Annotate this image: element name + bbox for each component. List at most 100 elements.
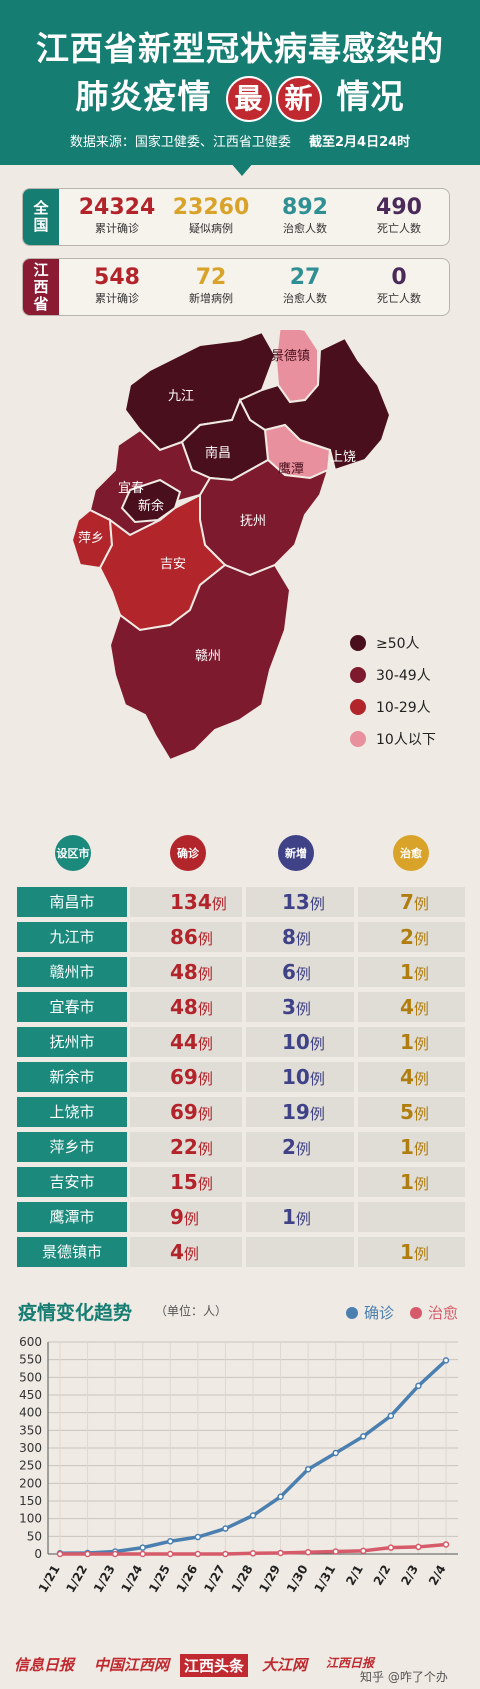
stat-label: 治愈人数 xyxy=(283,292,327,305)
province-stat-deaths: 0 死亡人数 xyxy=(353,265,445,307)
cell-unit: 例 xyxy=(413,1105,429,1123)
cell-confirmed: 4例 xyxy=(130,1237,242,1267)
y-tick-label: 250 xyxy=(19,1459,42,1473)
data-point-cured xyxy=(249,1550,257,1557)
cell-number: 1 xyxy=(400,1030,414,1054)
y-tick-label: 350 xyxy=(19,1423,42,1437)
y-tick-label: 400 xyxy=(19,1406,42,1420)
map-svg: 九江 景德镇 南昌 上饶 鹰潭 宜春 新余 抚州 萍乡 吉安 赣州 xyxy=(70,323,392,762)
title-badge-2: 新 xyxy=(276,75,322,122)
cell-number: 69 xyxy=(170,1100,198,1124)
cell-unit: 例 xyxy=(295,965,311,983)
map-label-pingxiang: 萍乡 xyxy=(78,531,104,546)
logo-jiangxi-toutiao: 江西头条 xyxy=(180,1654,249,1677)
data-point-confirmed xyxy=(277,1493,284,1501)
x-tick-label: 1/30 xyxy=(284,1563,311,1595)
table-row: 鹰潭市 9例 1例 xyxy=(17,1202,465,1232)
cell-unit: 例 xyxy=(309,1105,325,1123)
cell-city: 赣州市 xyxy=(17,957,127,987)
cell-unit: 例 xyxy=(413,1035,429,1053)
stat-label: 新增病例 xyxy=(189,292,233,305)
data-point-cured xyxy=(415,1543,422,1551)
x-tick-label: 1/28 xyxy=(229,1563,256,1595)
x-tick-label: 1/29 xyxy=(256,1563,283,1595)
chart-legend-confirmed: 确诊 xyxy=(346,1302,394,1323)
map-region-ganzhou xyxy=(108,563,292,762)
title-badge-1: 最 xyxy=(226,75,272,122)
col-head-confirmed: 确诊 xyxy=(170,835,206,871)
cell-number: 1 xyxy=(400,1170,414,1194)
legend-item-under10: 10人以下 xyxy=(350,728,436,750)
table-row: 宜春市 48例 3例 4例 xyxy=(17,992,465,1022)
legend-swatch xyxy=(350,699,366,715)
cell-number: 4 xyxy=(400,1065,414,1089)
map-label-yichun: 宜春 xyxy=(118,481,144,496)
cell-unit: 例 xyxy=(197,1035,213,1053)
cell-unit: 例 xyxy=(183,1210,199,1228)
cell-cured: 4例 xyxy=(358,1062,465,1092)
cell-new xyxy=(246,1237,354,1267)
cell-number: 48 xyxy=(170,960,198,984)
province-stat-confirmed: 548 累计确诊 xyxy=(71,265,163,307)
cell-new xyxy=(246,1167,354,1197)
stat-value: 490 xyxy=(376,195,422,220)
cell-number: 2 xyxy=(400,925,414,949)
cell-unit: 例 xyxy=(197,930,213,948)
cell-number: 10 xyxy=(282,1030,310,1054)
cell-new: 6例 xyxy=(246,957,354,987)
stat-label: 死亡人数 xyxy=(377,222,421,235)
cell-number: 9 xyxy=(170,1205,184,1229)
as-of-date: 截至2月4日24时 xyxy=(308,135,411,150)
cell-new: 1例 xyxy=(246,1202,354,1232)
map-label-xinyu: 新余 xyxy=(138,498,164,514)
legend-label: 10人以下 xyxy=(376,732,436,748)
national-stat-suspected: 23260 疑似病例 xyxy=(165,195,257,237)
cell-number: 86 xyxy=(170,925,198,949)
chart-title: 疫情变化趋势 xyxy=(18,1302,133,1324)
national-tag: 全国 xyxy=(23,189,59,245)
logo-xinxi: 信息日报 xyxy=(14,1656,75,1674)
cell-unit: 例 xyxy=(295,930,311,948)
logo-dajiang: 大江网 xyxy=(262,1656,308,1674)
table-row: 九江市 86例 8例 2例 xyxy=(17,922,465,952)
cell-cured: 1例 xyxy=(358,1237,465,1267)
stat-value: 548 xyxy=(94,265,140,290)
cell-new: 10例 xyxy=(246,1027,354,1057)
y-tick-label: 600 xyxy=(19,1335,42,1349)
cell-number: 7 xyxy=(400,890,414,914)
cell-unit: 例 xyxy=(295,1210,311,1228)
stat-label: 疑似病例 xyxy=(189,222,233,235)
province-stats-box: 江西省 548 累计确诊 72 新增病例 27 治愈人数 0 死亡人数 xyxy=(22,258,450,316)
data-point-cured xyxy=(304,1548,312,1556)
cell-city: 九江市 xyxy=(17,922,127,952)
data-point-confirmed xyxy=(360,1433,367,1440)
data-point-cured xyxy=(360,1547,367,1555)
table-row: 南昌市 134例 13例 7例 xyxy=(17,887,465,917)
legend-item-30-49: 30-49人 xyxy=(350,664,431,686)
data-point-cured xyxy=(139,1550,146,1558)
cell-city: 新余市 xyxy=(17,1062,127,1092)
cell-unit: 例 xyxy=(413,1245,429,1263)
data-point-cured xyxy=(222,1550,229,1558)
header-notch xyxy=(230,162,254,176)
table-row: 新余市 69例 10例 4例 xyxy=(17,1062,465,1092)
x-tick-label: 1/31 xyxy=(311,1563,338,1595)
cell-cured: 4例 xyxy=(358,992,465,1022)
cell-number: 5 xyxy=(400,1100,414,1124)
cell-unit: 例 xyxy=(197,1070,213,1088)
col-head-city: 设区市 xyxy=(55,835,91,871)
map-label-nanchang: 南昌 xyxy=(205,445,231,461)
chart-legend-cured: 治愈 xyxy=(410,1302,458,1323)
cell-confirmed: 44例 xyxy=(130,1027,242,1057)
cell-unit: 例 xyxy=(295,1000,311,1018)
cell-city: 宜春市 xyxy=(17,992,127,1022)
x-tick-label: 2/4 xyxy=(426,1563,449,1588)
x-tick-label: 1/22 xyxy=(63,1563,90,1595)
footer-logos: 信息日报 中国江西网 江西头条 大江网 江西日报 知乎 @咋了个办 xyxy=(0,1640,480,1689)
y-tick-label: 500 xyxy=(19,1370,42,1384)
map-label-fuzhou: 抚州 xyxy=(240,514,266,529)
cell-number: 10 xyxy=(282,1065,310,1089)
cell-number: 22 xyxy=(170,1135,198,1159)
data-point-cured xyxy=(56,1550,64,1558)
cell-number: 13 xyxy=(282,890,310,914)
